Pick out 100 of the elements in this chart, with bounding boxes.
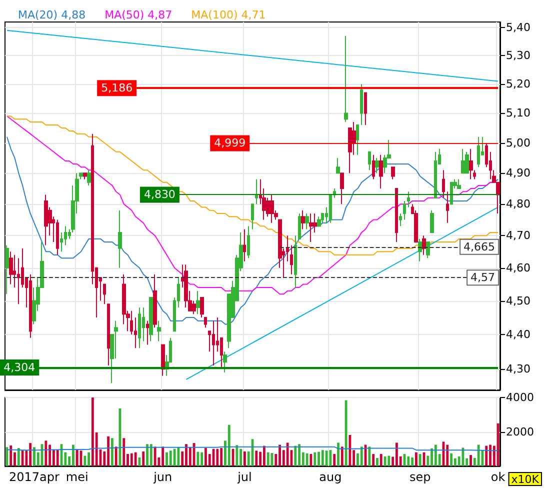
bar <box>236 445 238 466</box>
bar <box>262 446 266 466</box>
x-tick-label: sep <box>409 470 431 484</box>
candlestick <box>434 151 437 198</box>
y-tick-label: 4,90 <box>506 166 530 180</box>
candlestick <box>44 194 48 246</box>
bar <box>396 442 398 466</box>
bar <box>298 444 300 466</box>
candlestick <box>426 242 430 259</box>
bar <box>278 444 281 466</box>
candlestick <box>403 200 406 220</box>
candlestick <box>465 151 469 174</box>
candlestick <box>9 251 13 285</box>
candlestick <box>301 210 305 230</box>
bar <box>344 400 348 466</box>
bar <box>33 447 36 466</box>
bar <box>6 447 8 466</box>
bar <box>76 450 78 466</box>
bar <box>177 447 180 466</box>
candlestick <box>368 151 371 171</box>
bar <box>56 450 59 466</box>
x-tick-label: jun <box>152 470 172 484</box>
bar <box>314 452 316 466</box>
bar <box>294 446 297 466</box>
text: MA(100) 4,71 <box>191 8 266 22</box>
candlestick <box>364 92 367 126</box>
candlestick <box>5 244 9 295</box>
bar <box>240 448 242 466</box>
candlestick <box>457 178 461 190</box>
ref-line-label: 4,665 <box>464 240 496 254</box>
candlestick <box>146 320 149 346</box>
bar <box>122 438 126 466</box>
bar <box>470 455 472 466</box>
bar <box>318 452 320 466</box>
bar <box>325 450 328 466</box>
bar <box>107 436 110 466</box>
text: x10K <box>511 473 540 486</box>
y-tick-label: 4,30 <box>506 362 530 376</box>
candlestick <box>255 178 258 205</box>
y-tick-label: 4000 <box>506 391 534 404</box>
bar <box>216 448 219 466</box>
bar <box>266 452 270 466</box>
y-tick-label: 4,70 <box>506 229 530 242</box>
y-tick-label: 5,30 <box>506 49 530 62</box>
y-tick-label: 4,40 <box>506 328 530 341</box>
y-tick-label: 4,60 <box>506 261 530 274</box>
candlestick <box>356 124 359 156</box>
line-series <box>6 116 495 295</box>
bar <box>146 444 148 466</box>
candlestick <box>329 194 332 224</box>
candlestick <box>138 306 141 349</box>
y-tick-label: 4,80 <box>506 198 530 211</box>
bar <box>360 446 363 466</box>
ref-line-label: 5,186 <box>101 82 133 95</box>
bar <box>185 444 188 466</box>
bar <box>333 454 336 466</box>
bar <box>91 398 94 466</box>
y-tick-label: 5,40 <box>506 21 530 34</box>
candlestick <box>372 154 375 180</box>
bar <box>337 442 340 466</box>
candlestick <box>223 351 227 373</box>
bar <box>169 450 172 466</box>
ref-line-label: 4,830 <box>144 188 176 202</box>
candlestick <box>29 274 32 338</box>
bar <box>17 448 20 466</box>
bar <box>162 446 164 466</box>
bar <box>489 444 492 466</box>
candlestick <box>243 228 246 262</box>
bar <box>380 454 382 466</box>
bar <box>29 443 32 466</box>
bar <box>114 446 118 466</box>
bar <box>110 438 114 466</box>
candlestick <box>251 204 254 230</box>
bar <box>430 448 433 466</box>
candlestick <box>184 264 188 308</box>
candlestick <box>204 317 207 328</box>
candlestick <box>422 235 426 256</box>
bar <box>150 444 152 466</box>
bar <box>220 448 223 466</box>
candlestick <box>309 212 313 243</box>
candlestick <box>450 182 453 205</box>
bar <box>329 450 332 466</box>
candlestick <box>247 226 250 259</box>
candlestick <box>336 157 340 174</box>
y-tick-label: 5,00 <box>506 136 530 150</box>
candlestick <box>56 219 59 256</box>
candlestick <box>157 320 161 342</box>
ref-line-label: 4,304 <box>4 361 36 374</box>
candlestick <box>442 170 445 198</box>
bar <box>407 456 410 466</box>
line-series <box>6 116 499 256</box>
bar <box>88 452 90 466</box>
candlestick <box>446 191 449 224</box>
text: MA(20) 4,88 <box>18 8 86 22</box>
candlestick <box>477 136 480 168</box>
candlestick <box>391 166 395 180</box>
x-tick-label: aug <box>319 470 342 484</box>
ref-line-label: 4,999 <box>214 136 246 150</box>
candlestick <box>118 210 122 268</box>
candlestick <box>298 212 301 240</box>
